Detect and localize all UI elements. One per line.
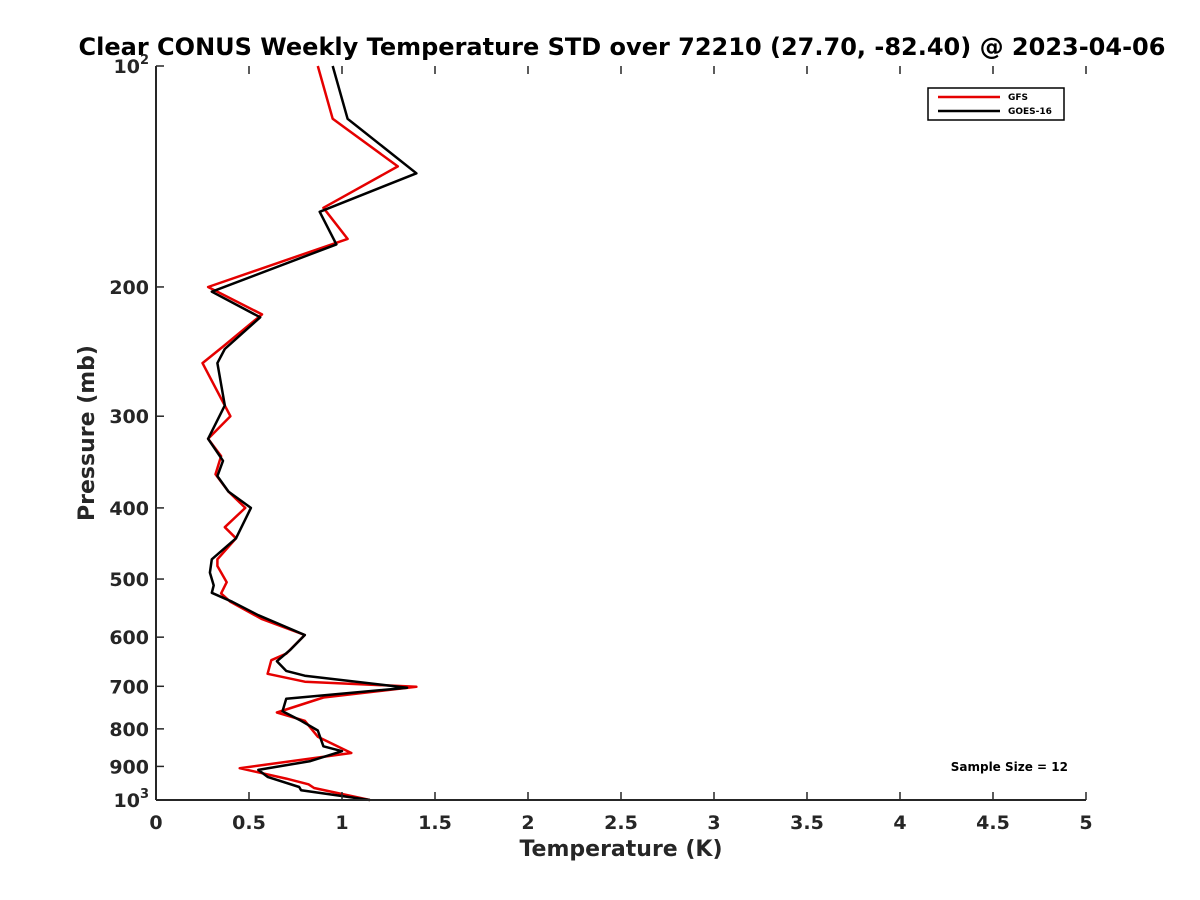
y-tick-label-exponent: 2 [140, 53, 149, 68]
legend-label-gfs: GFS [1008, 93, 1028, 103]
chart-title: Clear CONUS Weekly Temperature STD over … [79, 33, 1166, 61]
y-tick-label: 500 [109, 569, 149, 591]
series-layer [201, 65, 418, 802]
y-tick-label: 200 [109, 277, 149, 299]
x-tick-label: 0.5 [232, 812, 266, 834]
x-tick-label: 3.5 [790, 812, 824, 834]
y-tick-label: 800 [109, 719, 149, 741]
y-tick-label: 10 [114, 790, 140, 812]
x-tick-label: 2 [521, 812, 534, 834]
x-tick-label: 1 [335, 812, 348, 834]
sample-size-annotation: Sample Size = 12 [951, 760, 1068, 774]
plot-background [156, 66, 1086, 800]
series-line-gfs [201, 65, 418, 802]
legend-box [927, 87, 1065, 121]
y-tick-label: 700 [109, 676, 149, 698]
plot-area [155, 65, 1086, 802]
x-tick-label: 5 [1079, 812, 1092, 834]
y-tick-label: 10 [114, 56, 140, 78]
y-axis-label: Pressure (mb) [75, 345, 100, 521]
y-tick-label: 300 [109, 406, 149, 428]
y-tick-label: 600 [109, 627, 149, 649]
x-axis-label: Temperature (K) [519, 837, 722, 862]
legend-label-goes16: GOES-16 [1008, 107, 1052, 117]
x-tick-label: 0 [149, 812, 162, 834]
x-tick-label: 4.5 [976, 812, 1010, 834]
series-line-goes16 [206, 65, 418, 802]
x-tick-label: 3 [707, 812, 720, 834]
x-tick-label: 4 [893, 812, 906, 834]
y-tick-label: 400 [109, 498, 149, 520]
y-tick-label: 900 [109, 756, 149, 778]
x-tick-label: 2.5 [604, 812, 638, 834]
x-axis-ticks: 0 0.5 1 1.5 2 2.5 3 3.5 4 4.5 5 [149, 66, 1093, 834]
legend: GFS GOES-16 [927, 87, 1065, 121]
x-tick-label: 1.5 [418, 812, 452, 834]
y-tick-label-exponent: 3 [140, 787, 149, 802]
